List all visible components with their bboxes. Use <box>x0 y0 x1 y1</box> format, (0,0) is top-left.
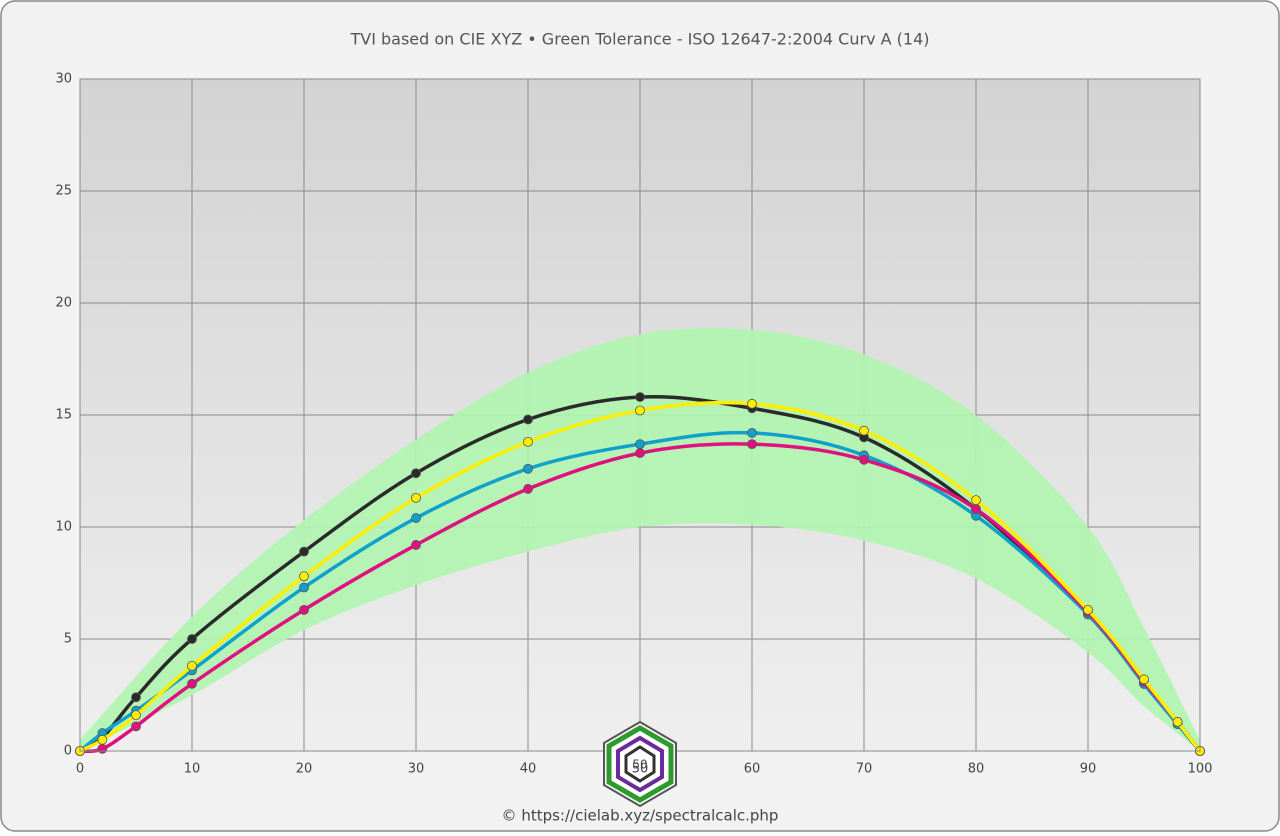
data-point <box>299 604 309 615</box>
data-point <box>187 678 197 689</box>
x-tick-label: 10 <box>184 762 201 777</box>
logo-ring <box>606 725 674 803</box>
data-point <box>411 468 421 479</box>
logo <box>603 720 677 808</box>
data-point <box>523 484 533 494</box>
x-tick-label: 100 <box>1188 762 1213 777</box>
data-point <box>747 439 757 450</box>
data-point <box>411 513 421 523</box>
y-tick-label: 30 <box>55 72 72 87</box>
data-point <box>299 582 309 593</box>
data-point <box>971 504 981 514</box>
data-point <box>1172 716 1183 727</box>
data-point <box>131 721 141 732</box>
logo-text: 50 <box>632 758 647 772</box>
data-point <box>635 392 645 402</box>
data-point <box>859 425 869 436</box>
chart-title: TVI based on CIE XYZ • Green Tolerance -… <box>349 30 929 49</box>
data-point <box>187 660 197 671</box>
x-tick-label: 0 <box>76 762 84 777</box>
x-tick-label: 80 <box>968 762 985 777</box>
data-point <box>747 428 757 438</box>
data-point <box>97 734 108 745</box>
x-tick-label: 20 <box>296 762 313 777</box>
data-point <box>97 743 108 754</box>
data-point <box>299 571 309 582</box>
x-tick-label: 30 <box>408 762 425 777</box>
data-point <box>131 692 141 703</box>
data-point <box>747 398 757 409</box>
tolerance-band <box>80 327 1200 751</box>
data-point <box>635 439 645 450</box>
y-tick-label: 5 <box>64 632 72 647</box>
logo-hex <box>603 720 677 808</box>
data-point <box>523 414 533 425</box>
x-tick-label: 50 <box>632 762 649 777</box>
x-tick-label: 70 <box>856 762 873 777</box>
data-point <box>187 634 197 644</box>
data-point <box>1139 674 1149 685</box>
x-tick-label: 90 <box>1080 762 1097 777</box>
y-tick-label: 0 <box>64 744 72 759</box>
data-point <box>131 710 141 721</box>
data-point <box>523 436 533 447</box>
y-tick-label: 15 <box>55 408 72 423</box>
x-tick-label: 60 <box>744 762 761 777</box>
data-point <box>971 495 981 506</box>
footer: © https://cielab.xyz/spectralcalc.php <box>502 807 779 825</box>
logo-ring <box>616 735 664 793</box>
data-point <box>299 546 309 557</box>
y-tick-label: 25 <box>55 184 72 199</box>
data-point <box>635 448 645 458</box>
y-tick-label: 20 <box>55 296 72 311</box>
y-tick-label: 10 <box>55 520 72 535</box>
data-point <box>1083 604 1093 615</box>
data-point <box>411 540 421 550</box>
data-point <box>523 463 533 474</box>
x-tick-label: 40 <box>520 762 537 777</box>
data-point <box>411 492 421 503</box>
data-point <box>859 454 869 465</box>
data-point <box>635 405 645 416</box>
logo-ring <box>624 745 656 783</box>
